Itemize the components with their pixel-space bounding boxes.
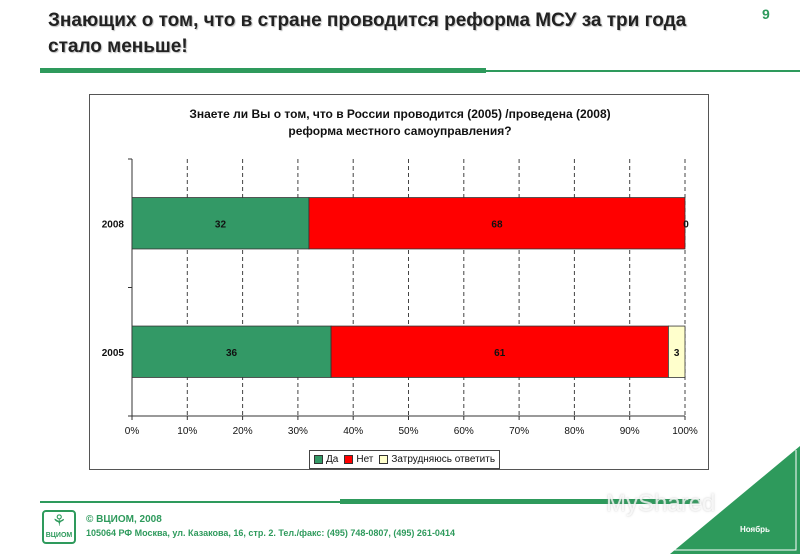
chart-title-line-1: Знаете ли Вы о том, что в России проводи… <box>189 107 611 121</box>
x-tick-label: 30% <box>288 426 308 437</box>
bar-segment <box>308 197 686 250</box>
x-tick-label: 0% <box>125 426 140 437</box>
data-label: 36 <box>226 348 238 359</box>
bar-segment <box>668 325 686 378</box>
data-label: 32 <box>215 219 227 230</box>
x-tick-label: 60% <box>454 426 474 437</box>
x-tick-label: 50% <box>398 426 418 437</box>
footer-copyright: © ВЦИОМ, 2008 <box>86 514 162 525</box>
legend-label-yes: Да <box>326 454 339 465</box>
bar-segment <box>131 197 310 250</box>
legend-label-no: Нет <box>356 454 374 465</box>
data-label: 61 <box>494 348 506 359</box>
data-label: 68 <box>491 219 503 230</box>
logo-text: ВЦИОМ <box>45 532 73 539</box>
x-tick-label: 70% <box>509 426 529 437</box>
page-number: 9 <box>762 6 770 22</box>
legend-swatch-hard-to-say <box>379 455 389 464</box>
watermark: MyShared <box>606 490 716 517</box>
chart-title: Знаете ли Вы о том, что в России проводи… <box>110 106 690 140</box>
x-tick-label: 40% <box>343 426 363 437</box>
logo-mark-icon: ⚘ <box>51 513 67 530</box>
slide-title: Знающих о том, что в стране проводится р… <box>48 10 687 57</box>
x-tick-label: 20% <box>233 426 253 437</box>
chart-frame: 0% 10% 20% 30% 40% 50% 60% 70% 80% 90% 100% 2008 32 6… <box>89 94 709 470</box>
corner-triangle <box>670 446 800 554</box>
data-label: 0 <box>683 219 689 230</box>
title-underline-thin <box>486 70 800 72</box>
footer-month: Ноябрь <box>740 525 770 534</box>
data-label: 3 <box>674 348 680 359</box>
vciom-logo: ⚘ ВЦИОМ <box>42 510 76 544</box>
x-tick-label: 100% <box>672 426 698 437</box>
footer-rule-thick <box>340 499 700 504</box>
x-tick-label: 90% <box>620 426 640 437</box>
legend-item-hard-to-say: Затрудняюсь ответить <box>379 454 495 465</box>
title-underline-thick <box>40 68 486 73</box>
legend-swatch-no <box>344 455 354 464</box>
bar-segment <box>330 325 669 378</box>
legend-swatch-yes <box>314 455 323 464</box>
x-tick-label: 10% <box>177 426 197 437</box>
legend-label-hard-to-say: Затрудняюсь ответить <box>391 454 496 465</box>
chart-legend: Да Нет Затрудняюсь ответить <box>309 450 501 469</box>
legend-item-yes: Да <box>314 454 338 465</box>
footer-address: 105064 РФ Москва, ул. Казакова, 16, стр.… <box>86 528 455 538</box>
category-label: 2005 <box>102 348 125 359</box>
bar-segment <box>131 325 332 378</box>
chart-title-line-2: реформа местного самоуправления? <box>288 124 512 138</box>
x-tick-label: 80% <box>564 426 584 437</box>
footer-rule-thin <box>40 501 340 503</box>
chart-plot: 0% 10% 20% 30% 40% 50% 60% 70% 80% 90% 100% 2008 32 6… <box>102 158 698 437</box>
category-label: 2008 <box>102 219 125 230</box>
legend-item-no: Нет <box>344 454 373 465</box>
